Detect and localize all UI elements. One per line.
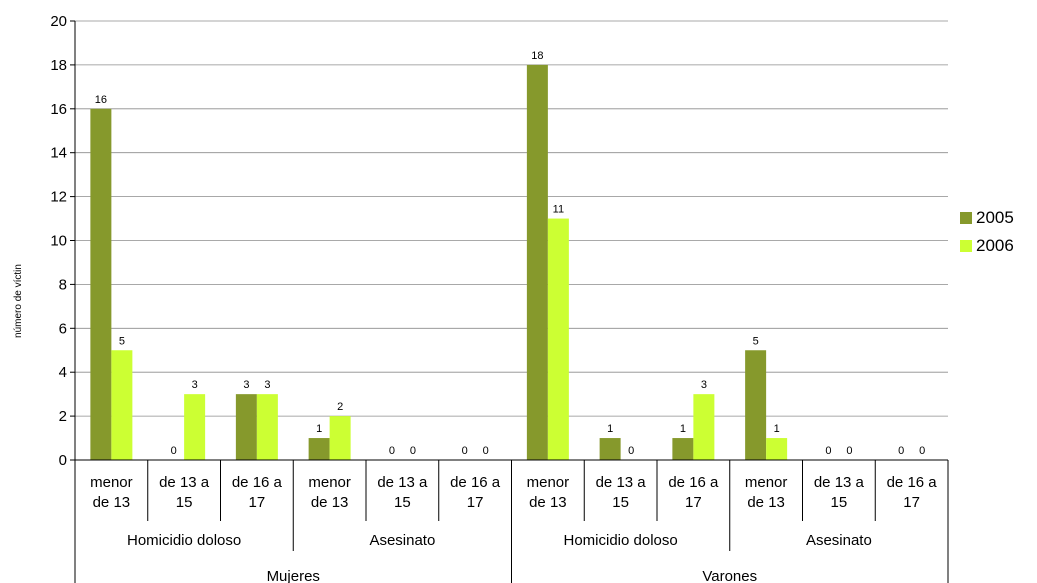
gridlines <box>75 20 948 417</box>
data-label: 1 <box>774 423 780 435</box>
data-label: 18 <box>531 50 543 62</box>
bar-2006 <box>111 350 133 460</box>
y-tick-label: 20 <box>50 13 67 30</box>
x-group-label: Homicidio doloso <box>564 532 678 549</box>
bar-2005 <box>235 394 257 460</box>
y-axis: 0 2 4 6 8 10 12 14 16 18 20 <box>50 13 76 469</box>
bar-2006 <box>693 394 715 460</box>
x-category-label: de 13 a 15 <box>377 474 428 511</box>
x-category-label: menor de 13 <box>90 474 133 511</box>
legend-swatch-2005 <box>960 212 972 224</box>
x-group-label: Homicidio doloso <box>127 532 241 549</box>
y-tick-label: 6 <box>59 320 67 337</box>
legend: 2005 2006 <box>960 208 1014 255</box>
data-label: 1 <box>316 423 322 435</box>
x-group-label-top: Varones <box>702 568 757 583</box>
data-label: 0 <box>919 445 925 457</box>
y-tick-label: 14 <box>50 145 67 162</box>
bar-2006 <box>547 218 569 460</box>
data-label: 0 <box>171 445 177 457</box>
bar-2006 <box>184 394 206 460</box>
bar-2005 <box>599 438 621 460</box>
bar-2006 <box>766 438 788 460</box>
x-category-label: de 16 a 17 <box>450 474 501 511</box>
bar-2005 <box>672 438 694 460</box>
y-tick-label: 8 <box>59 276 67 293</box>
data-label: 3 <box>264 379 270 391</box>
data-label: 1 <box>607 423 613 435</box>
y-tick-label: 10 <box>50 233 67 250</box>
y-tick-label: 18 <box>50 57 67 74</box>
x-category-label: de 13 a 15 <box>159 474 210 511</box>
x-category-label: de 16 a 17 <box>887 474 938 511</box>
bar-2006 <box>329 416 351 460</box>
y-tick-label: 12 <box>50 189 67 206</box>
data-label: 1 <box>680 423 686 435</box>
y-tick-label: 2 <box>59 408 67 425</box>
data-label: 0 <box>825 445 831 457</box>
x-group-label: Asesinato <box>806 532 872 549</box>
x-category-label: de 13 a 15 <box>596 474 647 511</box>
data-label: 0 <box>389 445 395 457</box>
x-category-label: de 13 a 15 <box>814 474 865 511</box>
legend-label: 2006 <box>976 236 1014 255</box>
bar-2005 <box>526 64 548 461</box>
data-label: 0 <box>628 445 634 457</box>
data-label: 0 <box>846 445 852 457</box>
data-label: 2 <box>337 401 343 413</box>
x-axis: menor de 13 de 13 a 15 de 16 a 17 menor de 13 de… <box>74 459 949 583</box>
y-tick-label: 16 <box>50 101 67 118</box>
data-label: 11 <box>553 204 564 216</box>
y-tick-label: 4 <box>59 364 67 381</box>
bar-2005 <box>90 108 112 461</box>
data-label: 5 <box>753 335 759 347</box>
x-category-label: menor de 13 <box>527 474 570 511</box>
data-label: 3 <box>192 379 198 391</box>
y-tick-label: 0 <box>59 452 67 469</box>
bar-2006 <box>256 394 278 460</box>
x-group-label: Asesinato <box>369 532 435 549</box>
x-category-label: de 16 a 17 <box>232 474 283 511</box>
data-label: 3 <box>243 379 249 391</box>
x-category-label: menor de 13 <box>745 474 788 511</box>
data-label: 0 <box>410 445 416 457</box>
x-group-label-top: Mujeres <box>267 568 320 583</box>
data-label: 0 <box>462 445 468 457</box>
data-label: 0 <box>483 445 489 457</box>
x-category-label: de 16 a 17 <box>668 474 719 511</box>
x-category-label: menor de 13 <box>308 474 351 511</box>
data-label: 3 <box>701 379 707 391</box>
data-label: 16 <box>95 94 107 106</box>
bar-2005 <box>745 350 767 460</box>
bar-2005 <box>308 438 330 460</box>
data-label: 5 <box>119 335 125 347</box>
legend-swatch-2006 <box>960 240 972 252</box>
y-axis-label: número de víctin <box>13 264 24 338</box>
data-label: 0 <box>898 445 904 457</box>
legend-label: 2005 <box>976 208 1014 227</box>
